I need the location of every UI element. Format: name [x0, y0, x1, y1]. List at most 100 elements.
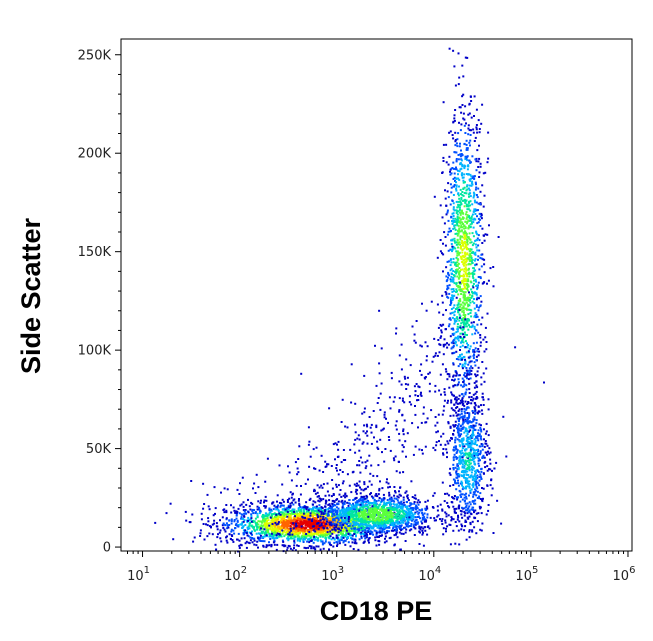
- event-point: [428, 527, 431, 530]
- event-point: [472, 467, 475, 470]
- event-point: [436, 256, 439, 259]
- event-point: [421, 529, 424, 532]
- event-point: [465, 456, 468, 459]
- event-point: [352, 508, 355, 511]
- event-point: [374, 510, 377, 513]
- event-point: [383, 526, 386, 529]
- event-point: [454, 180, 456, 182]
- event-point: [378, 487, 381, 490]
- event-point: [354, 530, 357, 533]
- event-point: [377, 517, 380, 519]
- event-point: [483, 456, 486, 459]
- event-point: [458, 319, 461, 322]
- event-point: [296, 527, 299, 530]
- event-point: [470, 116, 473, 119]
- event-point: [444, 236, 447, 238]
- event-point: [320, 524, 323, 527]
- event-point: [244, 542, 247, 545]
- event-point: [472, 221, 475, 224]
- event-point: [478, 157, 481, 160]
- event-point: [468, 371, 471, 374]
- event-point: [460, 158, 463, 161]
- event-point: [426, 516, 429, 519]
- event-point: [463, 186, 466, 189]
- event-point: [466, 280, 469, 283]
- event-point: [332, 505, 335, 508]
- event-point: [505, 455, 508, 458]
- event-point: [446, 260, 449, 263]
- event-point: [470, 309, 473, 312]
- event-point: [326, 531, 329, 534]
- event-point: [468, 259, 471, 262]
- event-point: [348, 530, 351, 533]
- event-point: [341, 505, 344, 508]
- event-point: [462, 181, 465, 184]
- event-point: [282, 500, 285, 503]
- event-point: [441, 171, 444, 174]
- event-point: [322, 509, 325, 512]
- event-point: [292, 509, 295, 512]
- event-point: [444, 291, 447, 293]
- event-point: [395, 506, 398, 509]
- event-point: [458, 170, 461, 173]
- event-point: [310, 508, 313, 511]
- event-point: [365, 497, 368, 500]
- event-point: [453, 497, 456, 500]
- event-point: [356, 500, 359, 503]
- event-point: [459, 153, 462, 156]
- event-point: [345, 527, 348, 530]
- event-point: [207, 520, 210, 523]
- event-point: [479, 162, 482, 165]
- event-point: [398, 509, 401, 512]
- event-point: [414, 516, 417, 519]
- event-point: [469, 301, 472, 304]
- event-point: [459, 332, 462, 335]
- event-point: [470, 215, 473, 218]
- event-point: [393, 503, 396, 506]
- event-point: [380, 498, 383, 501]
- event-point: [454, 140, 457, 143]
- event-point: [458, 251, 461, 254]
- event-point: [272, 521, 275, 524]
- event-point: [265, 517, 268, 520]
- event-point: [269, 527, 272, 530]
- event-point: [483, 239, 486, 242]
- event-point: [473, 361, 476, 364]
- event-point: [347, 541, 350, 544]
- event-point: [447, 249, 450, 252]
- event-point: [444, 511, 447, 514]
- event-point: [377, 499, 380, 502]
- event-point: [450, 216, 453, 219]
- event-point: [367, 507, 370, 510]
- event-point: [463, 383, 466, 386]
- event-point: [320, 499, 323, 502]
- event-point: [338, 520, 341, 523]
- event-point: [477, 166, 480, 168]
- event-point: [402, 496, 405, 499]
- event-point: [384, 537, 386, 540]
- event-point: [461, 306, 464, 309]
- event-point: [474, 312, 477, 315]
- event-point: [468, 224, 471, 227]
- event-point: [319, 510, 322, 513]
- event-point: [279, 532, 282, 535]
- event-point: [343, 502, 346, 505]
- event-point: [473, 381, 476, 384]
- event-point: [199, 535, 202, 537]
- event-point: [453, 282, 456, 285]
- event-point: [350, 525, 353, 528]
- event-point: [348, 522, 351, 525]
- event-point: [462, 194, 465, 197]
- event-point: [452, 161, 455, 164]
- event-point: [256, 512, 259, 515]
- event-point: [459, 290, 462, 293]
- event-point: [405, 517, 408, 520]
- event-point: [307, 538, 309, 541]
- event-point: [449, 183, 452, 186]
- event-point: [468, 388, 471, 391]
- event-point: [368, 518, 371, 521]
- event-point: [450, 261, 453, 264]
- event-point: [346, 507, 349, 510]
- event-point: [468, 178, 471, 181]
- event-point: [270, 543, 273, 546]
